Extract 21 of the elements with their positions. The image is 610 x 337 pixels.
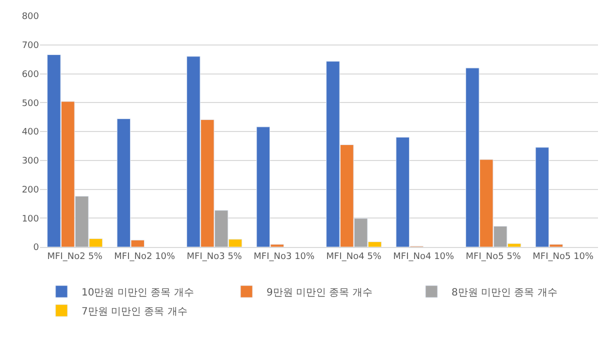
y-tick-label: 0 [33, 243, 40, 254]
y-tick-label: 500 [22, 98, 40, 109]
y-tick-label: 100 [22, 214, 40, 224]
legend-label: 9만원 미만인 종목 개수 [266, 287, 372, 298]
x-tick-label: MFI_No4 10% [393, 252, 455, 262]
x-tick-label: MFI_No5 5% [466, 252, 522, 262]
legend-label: 8만원 미만인 종목 개수 [452, 287, 558, 298]
x-tick-label: MFI_No2 5% [47, 252, 103, 262]
y-tick-label: 800 [22, 12, 40, 22]
y-tick-label: 300 [22, 156, 40, 167]
y-tick-label: 700 [22, 41, 40, 52]
legend-label: 7만원 미만인 종목 개수 [82, 306, 188, 318]
y-tick-label: 600 [22, 70, 40, 80]
x-tick-label: MFI_No5 10% [532, 252, 594, 262]
y-tick-label: 200 [22, 185, 40, 196]
x-tick-label: MFI_No2 10% [114, 252, 176, 262]
legend-label: 10만원 미만인 종목 개수 [82, 287, 194, 298]
x-tick-label: MFI_No3 10% [254, 252, 316, 262]
y-tick-label: 400 [22, 128, 40, 138]
x-tick-label: MFI_No4 5% [326, 252, 382, 262]
x-tick-label: MFI_No3 5% [186, 252, 242, 262]
